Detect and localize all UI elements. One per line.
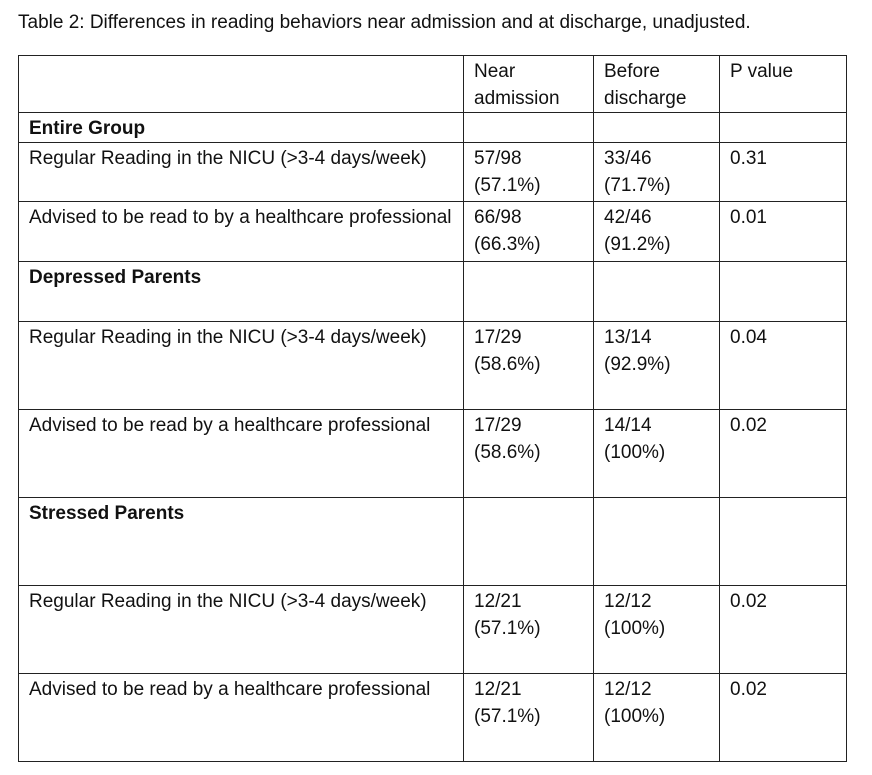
p-value: 0.04 xyxy=(719,321,847,410)
reading-behaviors-table: Near admission Before discharge P value … xyxy=(18,55,847,762)
table-caption: Table 2: Differences in reading behavior… xyxy=(18,12,751,33)
row-label: Advised to be read by a healthcare profe… xyxy=(18,409,464,498)
before-discharge-value: 33/46 (71.7%) xyxy=(593,142,720,202)
table-row: Advised to be read by a healthcare profe… xyxy=(18,673,847,762)
section-title: Depressed Parents xyxy=(18,261,464,322)
near-admission-value: 17/29 (58.6%) xyxy=(463,321,594,410)
table-row: Advised to be read to by a healthcare pr… xyxy=(18,201,847,262)
empty-cell xyxy=(719,261,847,322)
before-discharge-value: 12/12 (100%) xyxy=(593,673,720,762)
p-value: 0.02 xyxy=(719,585,847,674)
empty-cell xyxy=(593,497,720,586)
row-label: Regular Reading in the NICU (>3-4 days/w… xyxy=(18,321,464,410)
table-row: Regular Reading in the NICU (>3-4 days/w… xyxy=(18,585,847,674)
row-label: Regular Reading in the NICU (>3-4 days/w… xyxy=(18,142,464,202)
header-near-admission: Near admission xyxy=(463,55,594,113)
p-value: 0.02 xyxy=(719,673,847,762)
p-value: 0.31 xyxy=(719,142,847,202)
section-row-depressed-parents: Depressed Parents xyxy=(18,261,847,322)
empty-cell xyxy=(463,112,594,143)
section-row-stressed-parents: Stressed Parents xyxy=(18,497,847,586)
near-admission-value: 12/21 (57.1%) xyxy=(463,585,594,674)
p-value: 0.01 xyxy=(719,201,847,262)
table-row: Regular Reading in the NICU (>3-4 days/w… xyxy=(18,321,847,410)
before-discharge-value: 14/14 (100%) xyxy=(593,409,720,498)
header-label xyxy=(18,55,464,113)
near-admission-value: 57/98 (57.1%) xyxy=(463,142,594,202)
near-admission-value: 12/21 (57.1%) xyxy=(463,673,594,762)
before-discharge-value: 42/46 (91.2%) xyxy=(593,201,720,262)
row-label: Regular Reading in the NICU (>3-4 days/w… xyxy=(18,585,464,674)
row-label: Advised to be read to by a healthcare pr… xyxy=(18,201,464,262)
table-row: Advised to be read by a healthcare profe… xyxy=(18,409,847,498)
header-before-discharge: Before discharge xyxy=(593,55,720,113)
before-discharge-value: 12/12 (100%) xyxy=(593,585,720,674)
section-title: Entire Group xyxy=(18,112,464,143)
section-row-entire-group: Entire Group xyxy=(18,112,847,143)
empty-cell xyxy=(719,497,847,586)
header-p-value: P value xyxy=(719,55,847,113)
empty-cell xyxy=(593,261,720,322)
empty-cell xyxy=(593,112,720,143)
before-discharge-value: 13/14 (92.9%) xyxy=(593,321,720,410)
near-admission-value: 17/29 (58.6%) xyxy=(463,409,594,498)
near-admission-value: 66/98 (66.3%) xyxy=(463,201,594,262)
empty-cell xyxy=(463,261,594,322)
row-label: Advised to be read by a healthcare profe… xyxy=(18,673,464,762)
header-row: Near admission Before discharge P value xyxy=(18,55,847,113)
empty-cell xyxy=(719,112,847,143)
empty-cell xyxy=(463,497,594,586)
table-row: Regular Reading in the NICU (>3-4 days/w… xyxy=(18,142,847,202)
p-value: 0.02 xyxy=(719,409,847,498)
section-title: Stressed Parents xyxy=(18,497,464,586)
